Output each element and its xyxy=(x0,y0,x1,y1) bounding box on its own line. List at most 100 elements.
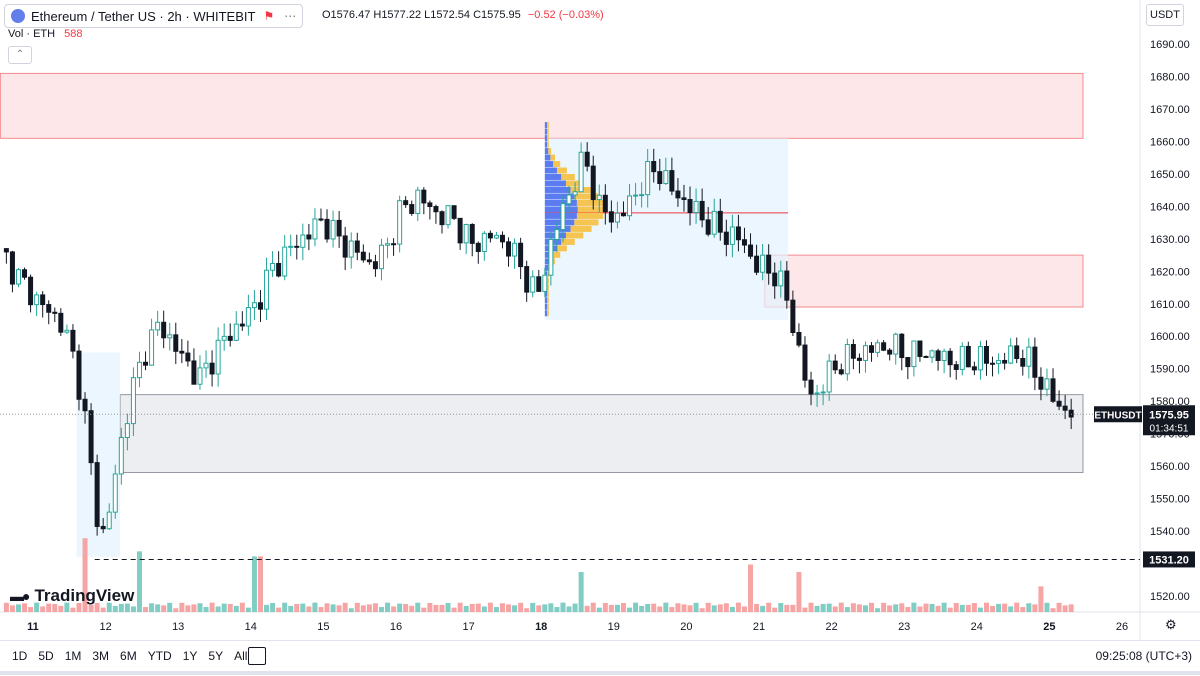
volume-bar xyxy=(1020,607,1026,612)
profile-bar-up xyxy=(544,290,548,297)
candle-down xyxy=(70,329,76,352)
volume-bar xyxy=(971,603,977,612)
volume-bar xyxy=(935,605,941,612)
volume-bar xyxy=(530,602,536,612)
candle-up xyxy=(264,269,270,310)
volume-bar xyxy=(112,605,118,612)
candle-up xyxy=(560,203,566,231)
price-chart[interactable]: 1520.001540.001550.001560.001570.001580.… xyxy=(0,0,1200,640)
x-tick-label: 13 xyxy=(172,621,184,633)
x-tick-label: 21 xyxy=(753,621,765,633)
volume-bar xyxy=(155,604,161,612)
candle-down xyxy=(723,231,729,245)
volume-bar xyxy=(990,605,996,612)
candle-down xyxy=(699,200,705,221)
candle-up xyxy=(481,232,487,252)
more-options-icon[interactable]: ⋯ xyxy=(284,9,297,23)
x-tick-label: 17 xyxy=(462,621,474,633)
volume-bar xyxy=(34,602,40,612)
x-tick-label: 16 xyxy=(390,621,402,633)
candle-down xyxy=(82,398,88,412)
candle-down xyxy=(451,205,457,219)
profile-bar-up xyxy=(544,141,548,148)
volume-bar xyxy=(106,602,112,612)
profile-bar-down xyxy=(570,225,592,232)
x-tick-label: 18 xyxy=(535,621,547,633)
volume-bar xyxy=(996,603,1002,612)
volume-bar xyxy=(251,556,257,612)
y-tick-label: 1610.00 xyxy=(1150,299,1190,311)
candle-up xyxy=(397,200,403,245)
tradingview-logo[interactable]: ▬● TradingView xyxy=(10,586,134,606)
candle-down xyxy=(52,311,58,314)
range-button-5y[interactable]: 5Y xyxy=(208,649,224,663)
y-tick-label: 1540.00 xyxy=(1150,526,1190,538)
range-button-ytd[interactable]: YTD xyxy=(147,649,172,663)
clock-readout[interactable]: 09:25:08 (UTC+3) xyxy=(1095,649,1192,663)
candle-down xyxy=(754,255,760,273)
range-button-1y[interactable]: 1Y xyxy=(182,649,198,663)
candle-up xyxy=(663,170,669,184)
x-tick-label: 11 xyxy=(27,621,39,633)
candle-up xyxy=(130,377,136,425)
tradingview-mark-icon: ▬● xyxy=(10,588,31,604)
settings-gear-icon[interactable]: ⚙ xyxy=(1165,617,1177,632)
candle-down xyxy=(439,211,445,226)
volume-bar xyxy=(524,608,530,612)
y-tick-label: 1690.00 xyxy=(1150,39,1190,51)
volume-bar xyxy=(542,604,548,612)
calendar-icon[interactable] xyxy=(248,647,266,665)
symbol-header[interactable]: Ethereum / Tether US · 2h · WHITEBIT ⚑ ⋯ xyxy=(4,4,304,28)
volume-bar xyxy=(832,606,838,612)
volume-bar xyxy=(784,604,790,612)
range-button-6m[interactable]: 6M xyxy=(120,649,137,663)
volume-bar xyxy=(620,603,626,612)
ohlc-values: O1576.47 H1577.22 L1572.54 C1575.95 xyxy=(322,9,521,21)
range-button-1m[interactable]: 1M xyxy=(64,649,82,663)
volume-bar xyxy=(711,605,717,612)
volume-bar xyxy=(397,603,403,612)
x-tick-label: 20 xyxy=(680,621,692,633)
profile-bar-down xyxy=(547,141,549,148)
flag-icon[interactable]: ⚑ xyxy=(263,9,275,23)
y-tick-label: 1620.00 xyxy=(1150,266,1190,278)
volume-bar xyxy=(754,603,760,612)
profile-bar-up xyxy=(544,297,548,304)
volume-bar xyxy=(675,603,681,612)
range-button-5d[interactable]: 5D xyxy=(38,649,54,663)
volume-bar xyxy=(899,603,905,612)
candle-down xyxy=(784,270,790,301)
volume-bar xyxy=(360,605,366,612)
profile-bar-up xyxy=(544,219,575,226)
symbol-tag-label: ETHUSDT xyxy=(1094,410,1141,421)
volume-bar xyxy=(1032,604,1038,612)
candle-down xyxy=(832,360,838,371)
volume-bar xyxy=(312,602,318,612)
candle-down xyxy=(324,218,330,240)
currency-selector[interactable]: USDT xyxy=(1146,4,1184,26)
range-button-3m[interactable]: 3M xyxy=(92,649,110,663)
candle-up xyxy=(941,350,947,361)
candle-down xyxy=(3,248,9,253)
volume-bar xyxy=(306,606,312,612)
volume-bar xyxy=(372,603,378,612)
candle-up xyxy=(760,254,766,273)
volume-bar xyxy=(487,602,493,612)
candle-up xyxy=(959,345,965,370)
range-button-all[interactable]: All xyxy=(234,649,248,663)
volume-bar xyxy=(741,606,747,612)
volume-bar xyxy=(433,604,439,612)
profile-bar-up xyxy=(544,258,551,265)
collapse-legend-icon[interactable]: ⌃ xyxy=(8,46,32,64)
volume-bar xyxy=(457,602,463,612)
volume-bar xyxy=(941,602,947,612)
volume-bar xyxy=(403,603,409,612)
range-button-1d[interactable]: 1D xyxy=(12,649,28,663)
candle-down xyxy=(675,190,681,199)
candle-down xyxy=(46,304,52,313)
candle-up xyxy=(149,329,155,366)
y-tick-label: 1560.00 xyxy=(1150,461,1190,473)
candle-down xyxy=(971,366,977,371)
volume-bar xyxy=(687,605,693,612)
volume-bar xyxy=(203,607,209,612)
